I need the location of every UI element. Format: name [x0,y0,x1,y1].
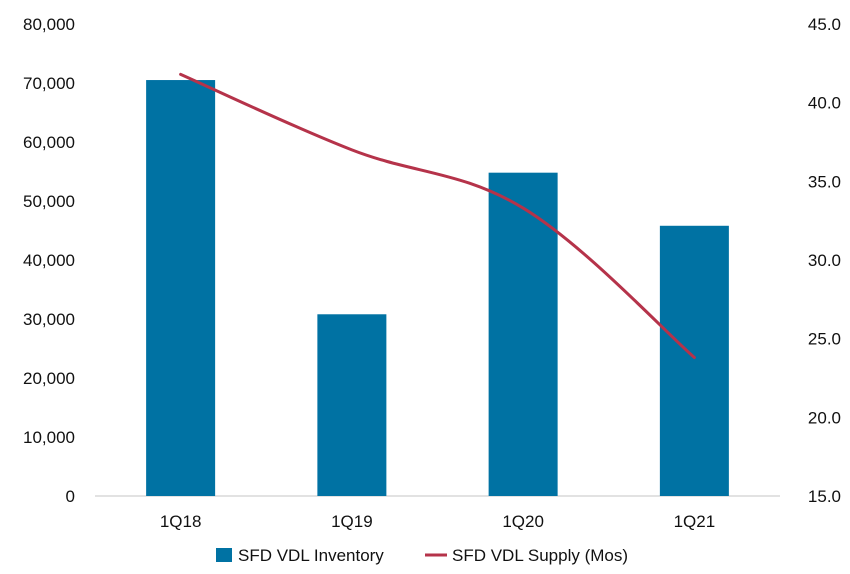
legend-label-supply: SFD VDL Supply (Mos) [452,546,628,565]
left-tick-label: 70,000 [23,74,75,93]
left-tick-label: 50,000 [23,192,75,211]
left-tick-label: 10,000 [23,428,75,447]
legend-swatch-inventory [216,548,232,562]
right-tick-label: 45.0 [808,15,841,34]
left-tick-label: 30,000 [23,310,75,329]
left-tick-label: 60,000 [23,133,75,152]
bar-series [146,80,729,497]
line-series [179,72,696,360]
right-tick-label: 15.0 [808,487,841,506]
right-tick-label: 35.0 [808,172,841,191]
legend: SFD VDL Inventory SFD VDL Supply (Mos) [216,546,628,565]
bar [488,172,558,496]
x-axis: 1Q18 1Q19 1Q20 1Q21 [160,512,715,531]
left-tick-label: 20,000 [23,369,75,388]
category-label: 1Q18 [160,512,202,531]
bar [317,314,387,496]
left-tick-label: 0 [66,487,75,506]
category-label: 1Q21 [674,512,716,531]
left-axis: 0 10,000 20,000 30,000 40,000 50,000 60,000 70,… [23,15,75,506]
right-tick-label: 30.0 [808,251,841,270]
right-tick-label: 40.0 [808,94,841,113]
left-tick-label: 40,000 [23,251,75,270]
legend-label-inventory: SFD VDL Inventory [238,546,384,565]
bar [146,80,216,497]
category-label: 1Q20 [502,512,544,531]
right-tick-label: 20.0 [808,408,841,427]
right-axis: 15.0 20.0 25.0 30.0 35.0 40.0 45.0 [808,15,841,506]
category-label: 1Q19 [331,512,373,531]
left-tick-label: 80,000 [23,15,75,34]
bar [659,225,729,496]
right-tick-label: 25.0 [808,330,841,349]
